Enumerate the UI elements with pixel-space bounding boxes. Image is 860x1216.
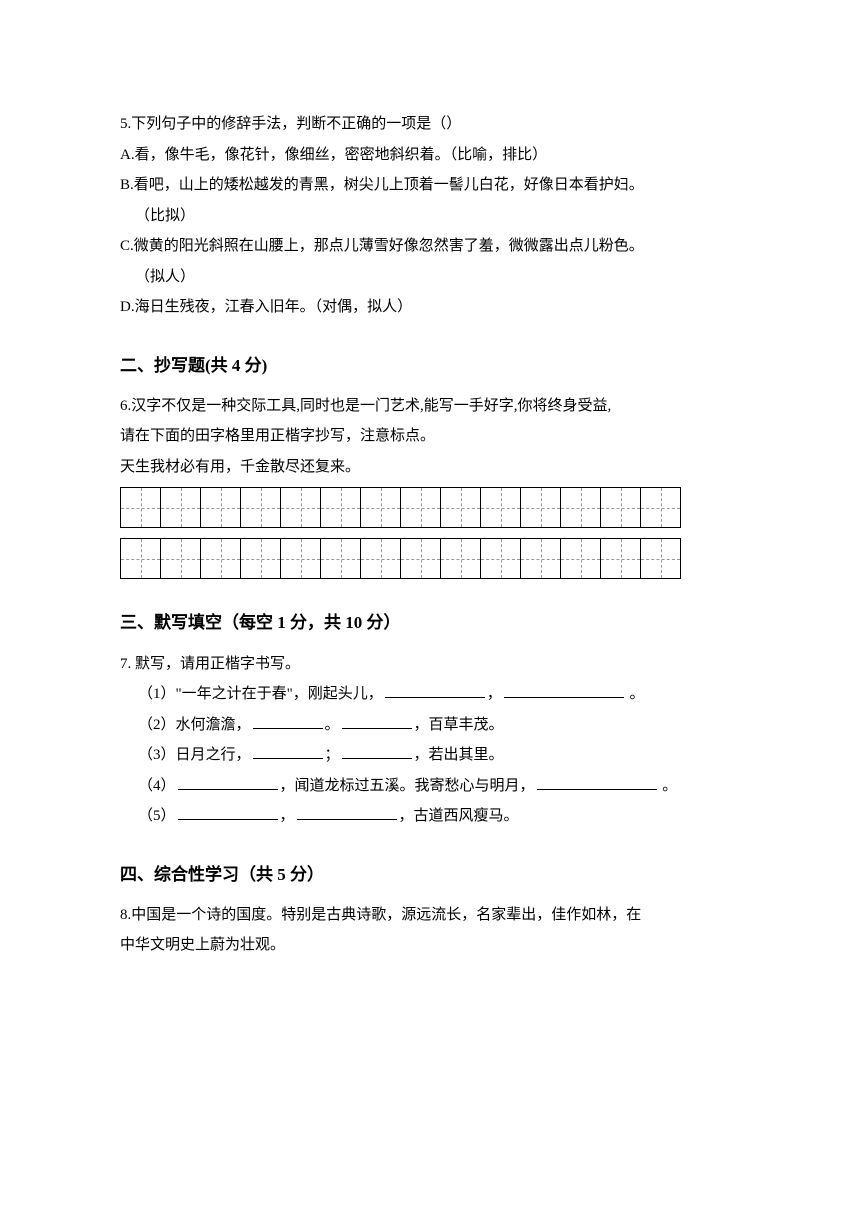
tianzi-cell[interactable]	[440, 538, 481, 579]
q8-line1: 8.中国是一个诗的国度。特别是古典诗歌，源远流长，名家辈出，佳作如林，在	[120, 901, 740, 930]
fill2-text-a: （2）水何澹澹，	[138, 717, 251, 733]
tianzi-cell[interactable]	[320, 487, 361, 528]
section4-title: 四、综合性学习（共 5 分）	[120, 859, 740, 891]
tianzi-cell[interactable]	[360, 538, 401, 579]
tianzi-cell[interactable]	[480, 538, 521, 579]
tianzi-cell[interactable]	[480, 487, 521, 528]
q7-fill2: （2）水何澹澹， 。 ，百草丰茂。	[120, 711, 740, 740]
tianzi-cell[interactable]	[320, 538, 361, 579]
fill3-blank2[interactable]	[342, 741, 412, 759]
tianzi-cell[interactable]	[640, 487, 681, 528]
q5-option-d: D.海日生残夜，江春入旧年。（对偶，拟人）	[120, 293, 740, 322]
tianzi-cell[interactable]	[440, 487, 481, 528]
q7-fill5: （5） ， ，古道西风瘦马。	[120, 802, 740, 831]
fill4-blank2[interactable]	[537, 772, 657, 790]
q6-line2: 请在下面的田字格里用正楷字抄写，注意标点。	[120, 422, 740, 451]
tianzi-cell[interactable]	[600, 538, 641, 579]
fill3-blank1[interactable]	[253, 741, 323, 759]
tianzi-cell[interactable]	[640, 538, 681, 579]
tianzi-cell[interactable]	[400, 538, 441, 579]
fill5-text-c: ，古道西风瘦马。	[399, 808, 519, 824]
q7-fill3: （3）日月之行， ； ，若出其里。	[120, 741, 740, 770]
q5-option-b-note: （比拟）	[120, 202, 740, 231]
q5-option-a: A.看，像牛毛，像花针，像细丝，密密地斜织着。（比喻，排比）	[120, 141, 740, 170]
fill3-text-c: ，若出其里。	[414, 747, 504, 763]
q7-stem: 7. 默写，请用正楷字书写。	[120, 650, 740, 679]
tianzi-cell[interactable]	[240, 538, 281, 579]
fill2-blank2[interactable]	[342, 711, 412, 729]
section3-title: 三、默写填空（每空 1 分，共 10 分）	[120, 607, 740, 639]
fill4-text-b: ，闻道龙标过五溪。我寄愁心与明月，	[280, 778, 535, 794]
q6-line1: 6.汉字不仅是一种交际工具,同时也是一门艺术,能写一手好字,你将终身受益,	[120, 392, 740, 421]
q8-line2: 中华文明史上蔚为壮观。	[120, 931, 740, 960]
fill5-text-b: ，	[280, 808, 295, 824]
q6-text: 天生我材必有用，千金散尽还复来。	[120, 453, 740, 482]
tianzi-grid	[120, 487, 740, 579]
tianzi-cell[interactable]	[400, 487, 441, 528]
tianzi-row	[120, 538, 740, 579]
fill5-text-a: （5）	[138, 808, 176, 824]
tianzi-cell[interactable]	[160, 487, 201, 528]
fill2-blank1[interactable]	[253, 711, 323, 729]
fill1-text-c: 。	[626, 686, 645, 702]
q5-option-c: C.微黄的阳光斜照在山腰上，那点儿薄雪好像忽然害了羞，微微露出点儿粉色。	[120, 232, 740, 261]
fill1-text-a: （1）"一年之计在于春"，刚起头儿，	[138, 686, 383, 702]
tianzi-cell[interactable]	[280, 487, 321, 528]
tianzi-cell[interactable]	[360, 487, 401, 528]
tianzi-cell[interactable]	[520, 538, 561, 579]
tianzi-cell[interactable]	[200, 538, 241, 579]
q5-option-b: B.看吧，山上的矮松越发的青黑，树尖儿上顶着一髻儿白花，好像日本看护妇。	[120, 171, 740, 200]
fill5-blank1[interactable]	[178, 802, 278, 820]
fill1-blank2[interactable]	[504, 680, 624, 698]
fill4-text-c: 。	[659, 778, 678, 794]
q7-fill4: （4） ，闻道龙标过五溪。我寄愁心与明月， 。	[120, 772, 740, 801]
tianzi-cell[interactable]	[120, 538, 161, 579]
fill5-blank2[interactable]	[297, 802, 397, 820]
tianzi-cell[interactable]	[240, 487, 281, 528]
tianzi-cell[interactable]	[280, 538, 321, 579]
tianzi-cell[interactable]	[520, 487, 561, 528]
tianzi-cell[interactable]	[560, 538, 601, 579]
q7-fill1: （1）"一年之计在于春"，刚起头儿， ， 。	[120, 680, 740, 709]
fill3-text-b: ；	[325, 747, 340, 763]
tianzi-cell[interactable]	[120, 487, 161, 528]
fill4-blank1[interactable]	[178, 772, 278, 790]
tianzi-row	[120, 487, 740, 528]
tianzi-cell[interactable]	[600, 487, 641, 528]
q5-stem: 5.下列句子中的修辞手法，判断不正确的一项是（）	[120, 110, 740, 139]
fill1-text-b: ，	[487, 686, 502, 702]
fill2-text-c: ，百草丰茂。	[414, 717, 504, 733]
fill4-text-a: （4）	[138, 778, 176, 794]
tianzi-cell[interactable]	[160, 538, 201, 579]
fill3-text-a: （3）日月之行，	[138, 747, 251, 763]
fill1-blank1[interactable]	[385, 680, 485, 698]
tianzi-cell[interactable]	[560, 487, 601, 528]
section2-title: 二、抄写题(共 4 分)	[120, 350, 740, 382]
q5-option-c-note: （拟人）	[120, 263, 740, 292]
fill2-text-b: 。	[325, 717, 340, 733]
tianzi-cell[interactable]	[200, 487, 241, 528]
